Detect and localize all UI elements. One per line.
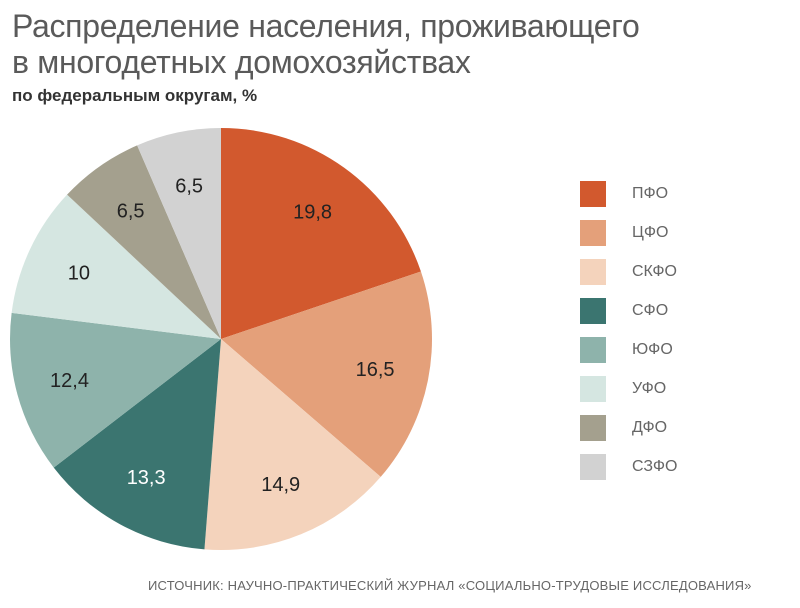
legend-label: УФО [632, 379, 667, 397]
pie-slice-ПФО [221, 128, 421, 339]
slice-value-label: 16,5 [356, 359, 395, 381]
legend-label: СКФО [632, 262, 677, 280]
legend-item: УФО [580, 369, 677, 408]
legend-label: ПФО [632, 184, 669, 202]
chart-title-line-2: в многодетных домохозяйствах [12, 44, 471, 80]
legend-swatch [580, 453, 606, 480]
legend-label: ДФО [632, 418, 668, 436]
pie-slice-СКФО [204, 339, 381, 550]
legend-swatch [580, 375, 606, 402]
chart-subtitle: по федеральным округам, % [12, 86, 258, 105]
slice-value-label: 12,4 [50, 370, 89, 392]
legend-label: СЗФО [632, 457, 678, 475]
legend-item: ЮФО [580, 330, 677, 369]
pie-slice-ЮФО [10, 312, 222, 468]
legend-label: СФО [632, 301, 669, 319]
legend-item: ЦФО [580, 213, 677, 252]
slice-value-label: 14,9 [261, 474, 300, 496]
slice-value-label: 6,5 [175, 175, 203, 197]
pie-slice-ЦФО [221, 271, 432, 477]
slice-value-label: 13,3 [127, 467, 166, 489]
slice-value-label: 6,5 [117, 201, 145, 223]
source-note: ИСТОЧНИК: НАУЧНО-ПРАКТИЧЕСКИЙ ЖУРНАЛ «СО… [148, 578, 752, 593]
legend-item: СФО [580, 291, 677, 330]
legend-label: ЮФО [632, 340, 673, 358]
legend-label: ЦФО [632, 223, 669, 241]
legend-swatch [580, 180, 606, 207]
legend-item: СЗФО [580, 447, 677, 486]
legend-item: ПФО [580, 174, 677, 213]
legend-swatch [580, 297, 606, 324]
slice-value-label: 10 [68, 262, 90, 284]
legend-item: СКФО [580, 252, 677, 291]
legend-swatch [580, 219, 606, 246]
legend-swatch [580, 258, 606, 285]
slice-value-label: 19,8 [293, 201, 332, 223]
chart-title-line-1: Распределение населения, проживающего [12, 8, 640, 44]
legend: ПФО ЦФО СКФО СФО ЮФО УФО ДФО СЗФО [580, 174, 677, 486]
pie-slice-ДФО [67, 145, 221, 339]
pie-slice-СФО [53, 339, 221, 550]
legend-swatch [580, 336, 606, 363]
legend-item: ДФО [580, 408, 677, 447]
pie-slice-УФО [11, 194, 221, 339]
legend-swatch [580, 414, 606, 441]
pie-slice-СЗФО [137, 128, 221, 339]
chart-title: Распределение населения, проживающего в … [12, 8, 712, 80]
